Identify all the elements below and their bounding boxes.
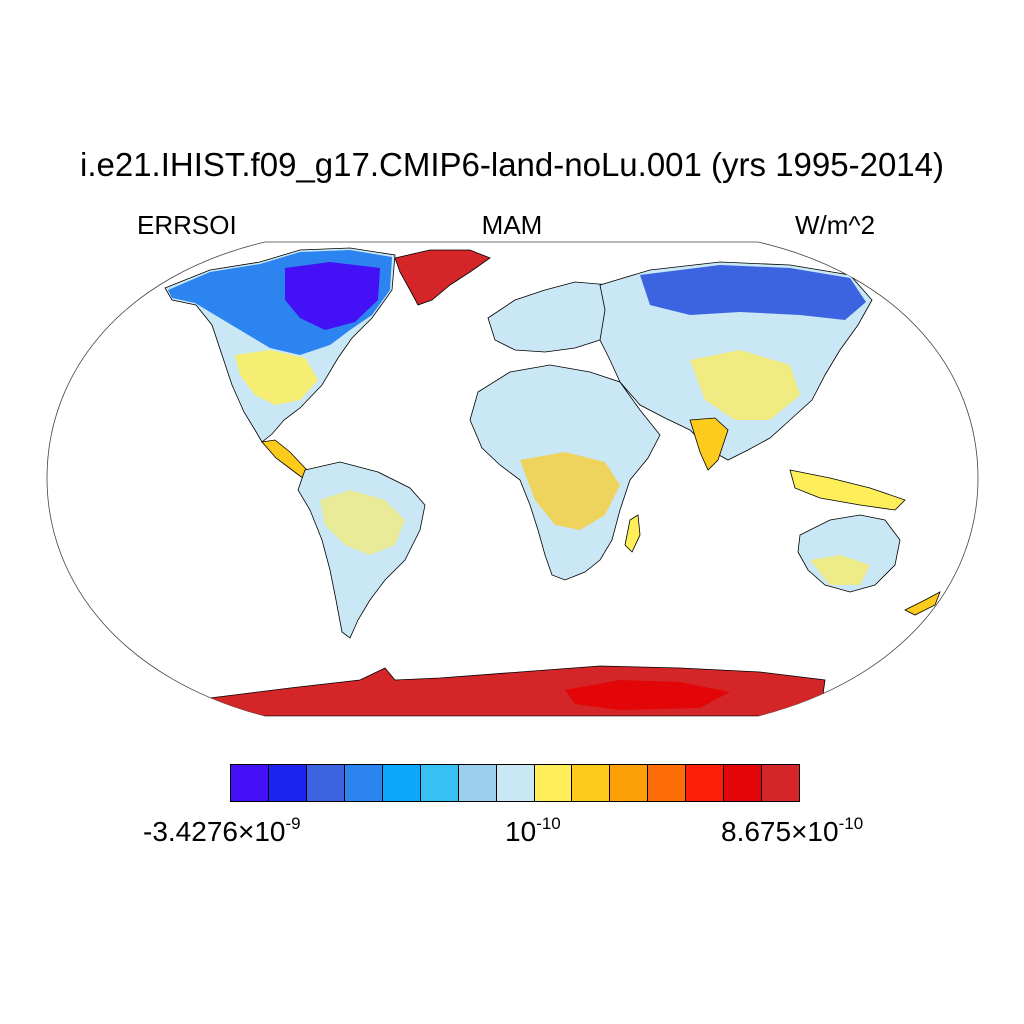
- colorbar: [230, 764, 800, 802]
- region-australia-warm: [810, 555, 870, 585]
- region-south-america-warm: [320, 490, 405, 555]
- variable-name: ERRSOI: [137, 210, 237, 240]
- colorbar-label-max: 8.675×10-10: [721, 814, 863, 848]
- colorbar-cell-7: [496, 765, 535, 801]
- landmass-new-zealand: [904, 591, 941, 616]
- plot-title: i.e21.IHIST.f09_g17.CMIP6-land-noLu.001 …: [79, 146, 944, 183]
- colorbar-cell-6: [458, 765, 497, 801]
- colorbar-cell-10: [610, 765, 649, 801]
- landmass-maritime-continent: [789, 469, 906, 511]
- region-siberia-cold: [640, 265, 866, 320]
- colorbar-cell-14: [762, 765, 800, 801]
- colorbar-cell-11: [648, 765, 687, 801]
- colorbar-cell-1: [268, 765, 307, 801]
- colorbar-cell-8: [534, 765, 573, 801]
- colorbar-label-min-base: -3.4276×10: [143, 816, 286, 847]
- landmass-madagascar: [624, 514, 641, 553]
- colorbar-cell-9: [572, 765, 611, 801]
- region-asia-warm: [690, 350, 800, 420]
- region-antarctica-core: [565, 680, 730, 710]
- region-africa-warm: [520, 452, 620, 530]
- season-label: MAM: [481, 210, 543, 240]
- colorbar-label-max-exp: -10: [838, 814, 864, 833]
- landmass-greenland: [394, 249, 491, 306]
- colorbar-cell-3: [344, 765, 383, 801]
- landmass-india: [689, 417, 729, 471]
- colorbar-cell-12: [686, 765, 725, 801]
- units-label: W/m^2: [795, 210, 876, 240]
- colorbar-cell-13: [724, 765, 763, 801]
- colorbar-cell-4: [382, 765, 421, 801]
- colorbar-label-mid-base: 10: [505, 816, 537, 847]
- colorbar-label-max-base: 8.675×10: [721, 816, 839, 847]
- colorbar-label-min-exp: -9: [285, 814, 301, 833]
- colorbar-cell-0: [231, 765, 269, 801]
- region-canada-core: [285, 262, 380, 330]
- colorbar-label-min: -3.4276×10-9: [143, 814, 301, 848]
- region-us-warm: [235, 350, 318, 405]
- colorbar-label-mid: 10-10: [505, 814, 561, 848]
- colorbar-label-mid-exp: -10: [536, 814, 561, 833]
- colorbar-cell-2: [306, 765, 345, 801]
- colorbar-cell-5: [420, 765, 459, 801]
